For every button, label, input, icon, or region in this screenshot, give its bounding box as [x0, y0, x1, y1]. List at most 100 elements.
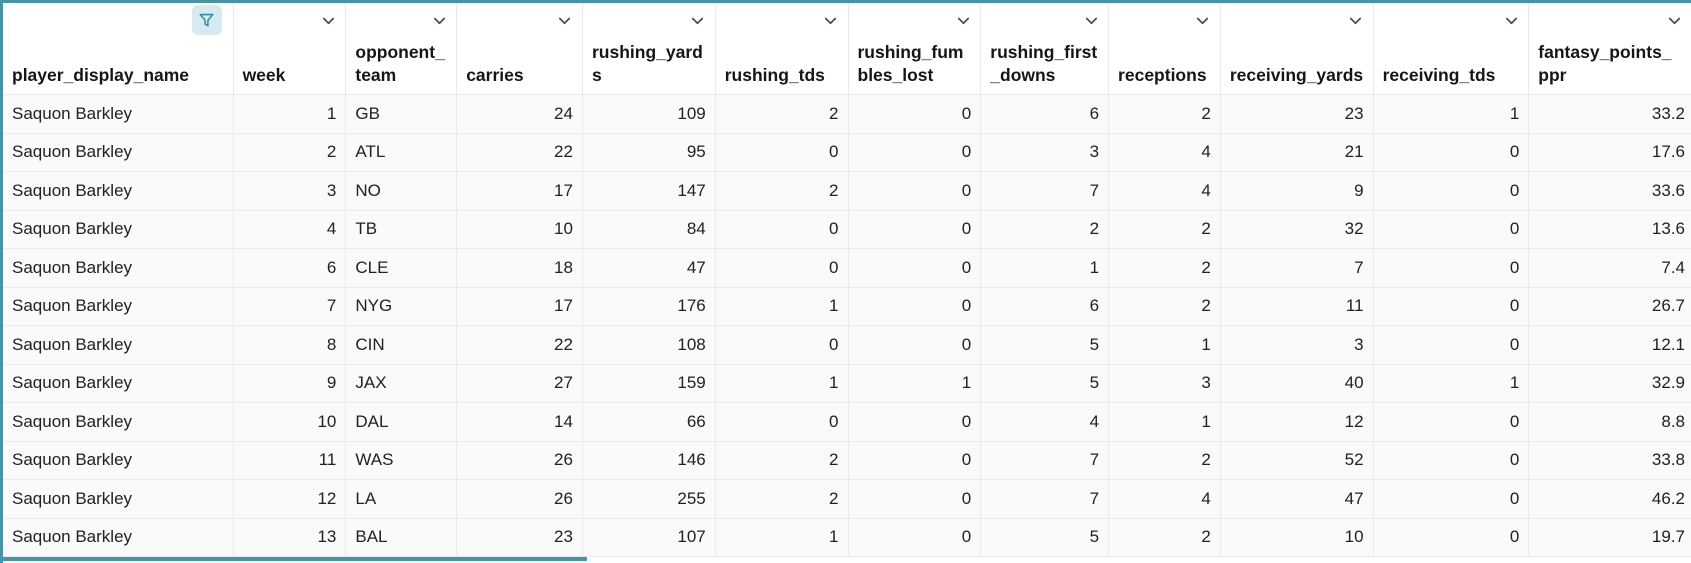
cell-receptions[interactable]: 2	[1109, 441, 1221, 479]
column-menu-button[interactable]	[318, 10, 338, 30]
cell-carries[interactable]: 18	[457, 249, 583, 287]
cell-receiving_yards[interactable]: 52	[1221, 441, 1374, 479]
cell-receiving_tds[interactable]: 0	[1374, 210, 1530, 248]
cell-week[interactable]: 11	[234, 441, 347, 479]
cell-rushing_first_downs[interactable]: 3	[981, 133, 1110, 171]
cell-rushing_yards[interactable]: 95	[583, 133, 716, 171]
cell-rushing_fumbles_lost[interactable]: 0	[849, 210, 982, 248]
cell-week[interactable]: 13	[234, 518, 347, 556]
cell-receiving_yards[interactable]: 47	[1221, 480, 1374, 518]
cell-rushing_yards[interactable]: 147	[583, 172, 716, 210]
column-header-receiving_yards[interactable]: receiving_yards	[1220, 3, 1374, 95]
cell-rushing_tds[interactable]: 2	[716, 172, 849, 210]
cell-receptions[interactable]: 2	[1109, 518, 1221, 556]
cell-receiving_tds[interactable]: 0	[1374, 249, 1530, 287]
cell-receptions[interactable]: 3	[1109, 364, 1221, 402]
cell-rushing_yards[interactable]: 108	[583, 326, 716, 364]
cell-rushing_tds[interactable]: 0	[716, 326, 849, 364]
cell-receptions[interactable]: 4	[1109, 480, 1221, 518]
cell-rushing_tds[interactable]: 0	[716, 210, 849, 248]
cell-rushing_first_downs[interactable]: 2	[981, 210, 1110, 248]
cell-rushing_yards[interactable]: 255	[583, 480, 716, 518]
cell-receiving_yards[interactable]: 12	[1221, 403, 1374, 441]
cell-receiving_yards[interactable]: 10	[1221, 518, 1374, 556]
cell-carries[interactable]: 26	[457, 441, 583, 479]
column-header-carries[interactable]: carries	[457, 3, 583, 95]
cell-rushing_first_downs[interactable]: 7	[981, 172, 1110, 210]
cell-receiving_tds[interactable]: 0	[1374, 518, 1530, 556]
cell-receptions[interactable]: 4	[1109, 172, 1221, 210]
column-header-rushing_first_downs[interactable]: rushing_first_downs	[981, 3, 1110, 95]
cell-fantasy_points_ppr[interactable]: 46.2	[1651, 488, 1685, 508]
cell-carries[interactable]: 23	[457, 518, 583, 556]
cell-receiving_yards[interactable]: 32	[1221, 210, 1374, 248]
cell-rushing_tds[interactable]: 1	[716, 287, 849, 325]
cell-opponent_team[interactable]: ATL	[346, 133, 458, 171]
cell-rushing_fumbles_lost[interactable]: 1	[849, 364, 982, 402]
cell-receiving_yards[interactable]: 23	[1221, 95, 1374, 133]
cell-player_display_name[interactable]: Saquon Barkley	[3, 441, 234, 479]
column-menu-button[interactable]	[1346, 10, 1366, 30]
cell-rushing_yards[interactable]: 176	[583, 287, 716, 325]
cell-receiving_tds[interactable]: 1	[1374, 95, 1530, 133]
cell-week[interactable]: 6	[234, 249, 347, 287]
cell-week[interactable]: 10	[234, 403, 347, 441]
cell-receptions[interactable]: 2	[1109, 249, 1221, 287]
cell-receiving_yards[interactable]: 7	[1221, 249, 1374, 287]
cell-opponent_team[interactable]: JAX	[346, 364, 458, 402]
cell-rushing_yards[interactable]: 107	[583, 518, 716, 556]
cell-rushing_yards[interactable]: 159	[583, 364, 716, 402]
cell-opponent_team[interactable]: BAL	[346, 518, 458, 556]
cell-fantasy_points_ppr[interactable]: 33.6	[1651, 180, 1685, 200]
cell-rushing_yards[interactable]: 146	[583, 441, 716, 479]
cell-opponent_team[interactable]: CIN	[346, 326, 458, 364]
column-menu-button[interactable]	[1081, 10, 1101, 30]
cell-fantasy_points_ppr[interactable]: 33.2	[1651, 103, 1685, 123]
cell-receiving_tds[interactable]: 0	[1374, 326, 1530, 364]
cell-rushing_yards[interactable]: 47	[583, 249, 716, 287]
cell-rushing_tds[interactable]: 2	[716, 441, 849, 479]
cell-week[interactable]: 2	[234, 133, 347, 171]
column-menu-button[interactable]	[688, 10, 708, 30]
cell-receiving_tds[interactable]: 0	[1374, 133, 1530, 171]
cell-rushing_fumbles_lost[interactable]: 0	[849, 403, 982, 441]
cell-carries[interactable]: 22	[457, 133, 583, 171]
cell-rushing_first_downs[interactable]: 1	[981, 249, 1110, 287]
column-menu-button[interactable]	[1193, 10, 1213, 30]
cell-rushing_first_downs[interactable]: 5	[981, 518, 1110, 556]
filter-badge[interactable]	[191, 5, 222, 35]
column-header-player_display_name[interactable]: player_display_name	[3, 3, 234, 95]
cell-rushing_tds[interactable]: 2	[716, 95, 849, 133]
cell-carries[interactable]: 10	[457, 210, 583, 248]
cell-rushing_fumbles_lost[interactable]: 0	[849, 326, 982, 364]
cell-rushing_first_downs[interactable]: 5	[981, 326, 1110, 364]
cell-rushing_first_downs[interactable]: 7	[981, 441, 1110, 479]
cell-player_display_name[interactable]: Saquon Barkley	[3, 364, 234, 402]
cell-rushing_tds[interactable]: 0	[716, 249, 849, 287]
cell-receiving_tds[interactable]: 1	[1374, 364, 1530, 402]
cell-rushing_tds[interactable]: 1	[716, 518, 849, 556]
column-menu-button[interactable]	[1501, 10, 1521, 30]
cell-receiving_yards[interactable]: 3	[1221, 326, 1374, 364]
cell-week[interactable]: 4	[234, 210, 347, 248]
cell-rushing_first_downs[interactable]: 4	[981, 403, 1110, 441]
cell-rushing_fumbles_lost[interactable]: 0	[849, 480, 982, 518]
column-header-rushing_tds[interactable]: rushing_tds	[715, 3, 849, 95]
cell-fantasy_points_ppr[interactable]: 8.8	[1661, 411, 1685, 431]
cell-receiving_yards[interactable]: 21	[1221, 133, 1374, 171]
cell-player_display_name[interactable]: Saquon Barkley	[3, 403, 234, 441]
cell-player_display_name[interactable]: Saquon Barkley	[3, 249, 234, 287]
column-header-opponent_team[interactable]: opponent_team	[346, 3, 458, 95]
cell-receptions[interactable]: 1	[1109, 403, 1221, 441]
column-menu-button[interactable]	[821, 10, 841, 30]
cell-opponent_team[interactable]: WAS	[346, 441, 458, 479]
cell-player_display_name[interactable]: Saquon Barkley	[3, 287, 234, 325]
cell-player_display_name[interactable]: Saquon Barkley	[3, 172, 234, 210]
cell-receiving_tds[interactable]: 0	[1374, 480, 1530, 518]
cell-carries[interactable]: 27	[457, 364, 583, 402]
cell-rushing_fumbles_lost[interactable]: 0	[849, 518, 982, 556]
cell-player_display_name[interactable]: Saquon Barkley	[3, 326, 234, 364]
cell-rushing_first_downs[interactable]: 6	[981, 287, 1110, 325]
cell-rushing_tds[interactable]: 0	[716, 403, 849, 441]
cell-rushing_fumbles_lost[interactable]: 0	[849, 287, 982, 325]
